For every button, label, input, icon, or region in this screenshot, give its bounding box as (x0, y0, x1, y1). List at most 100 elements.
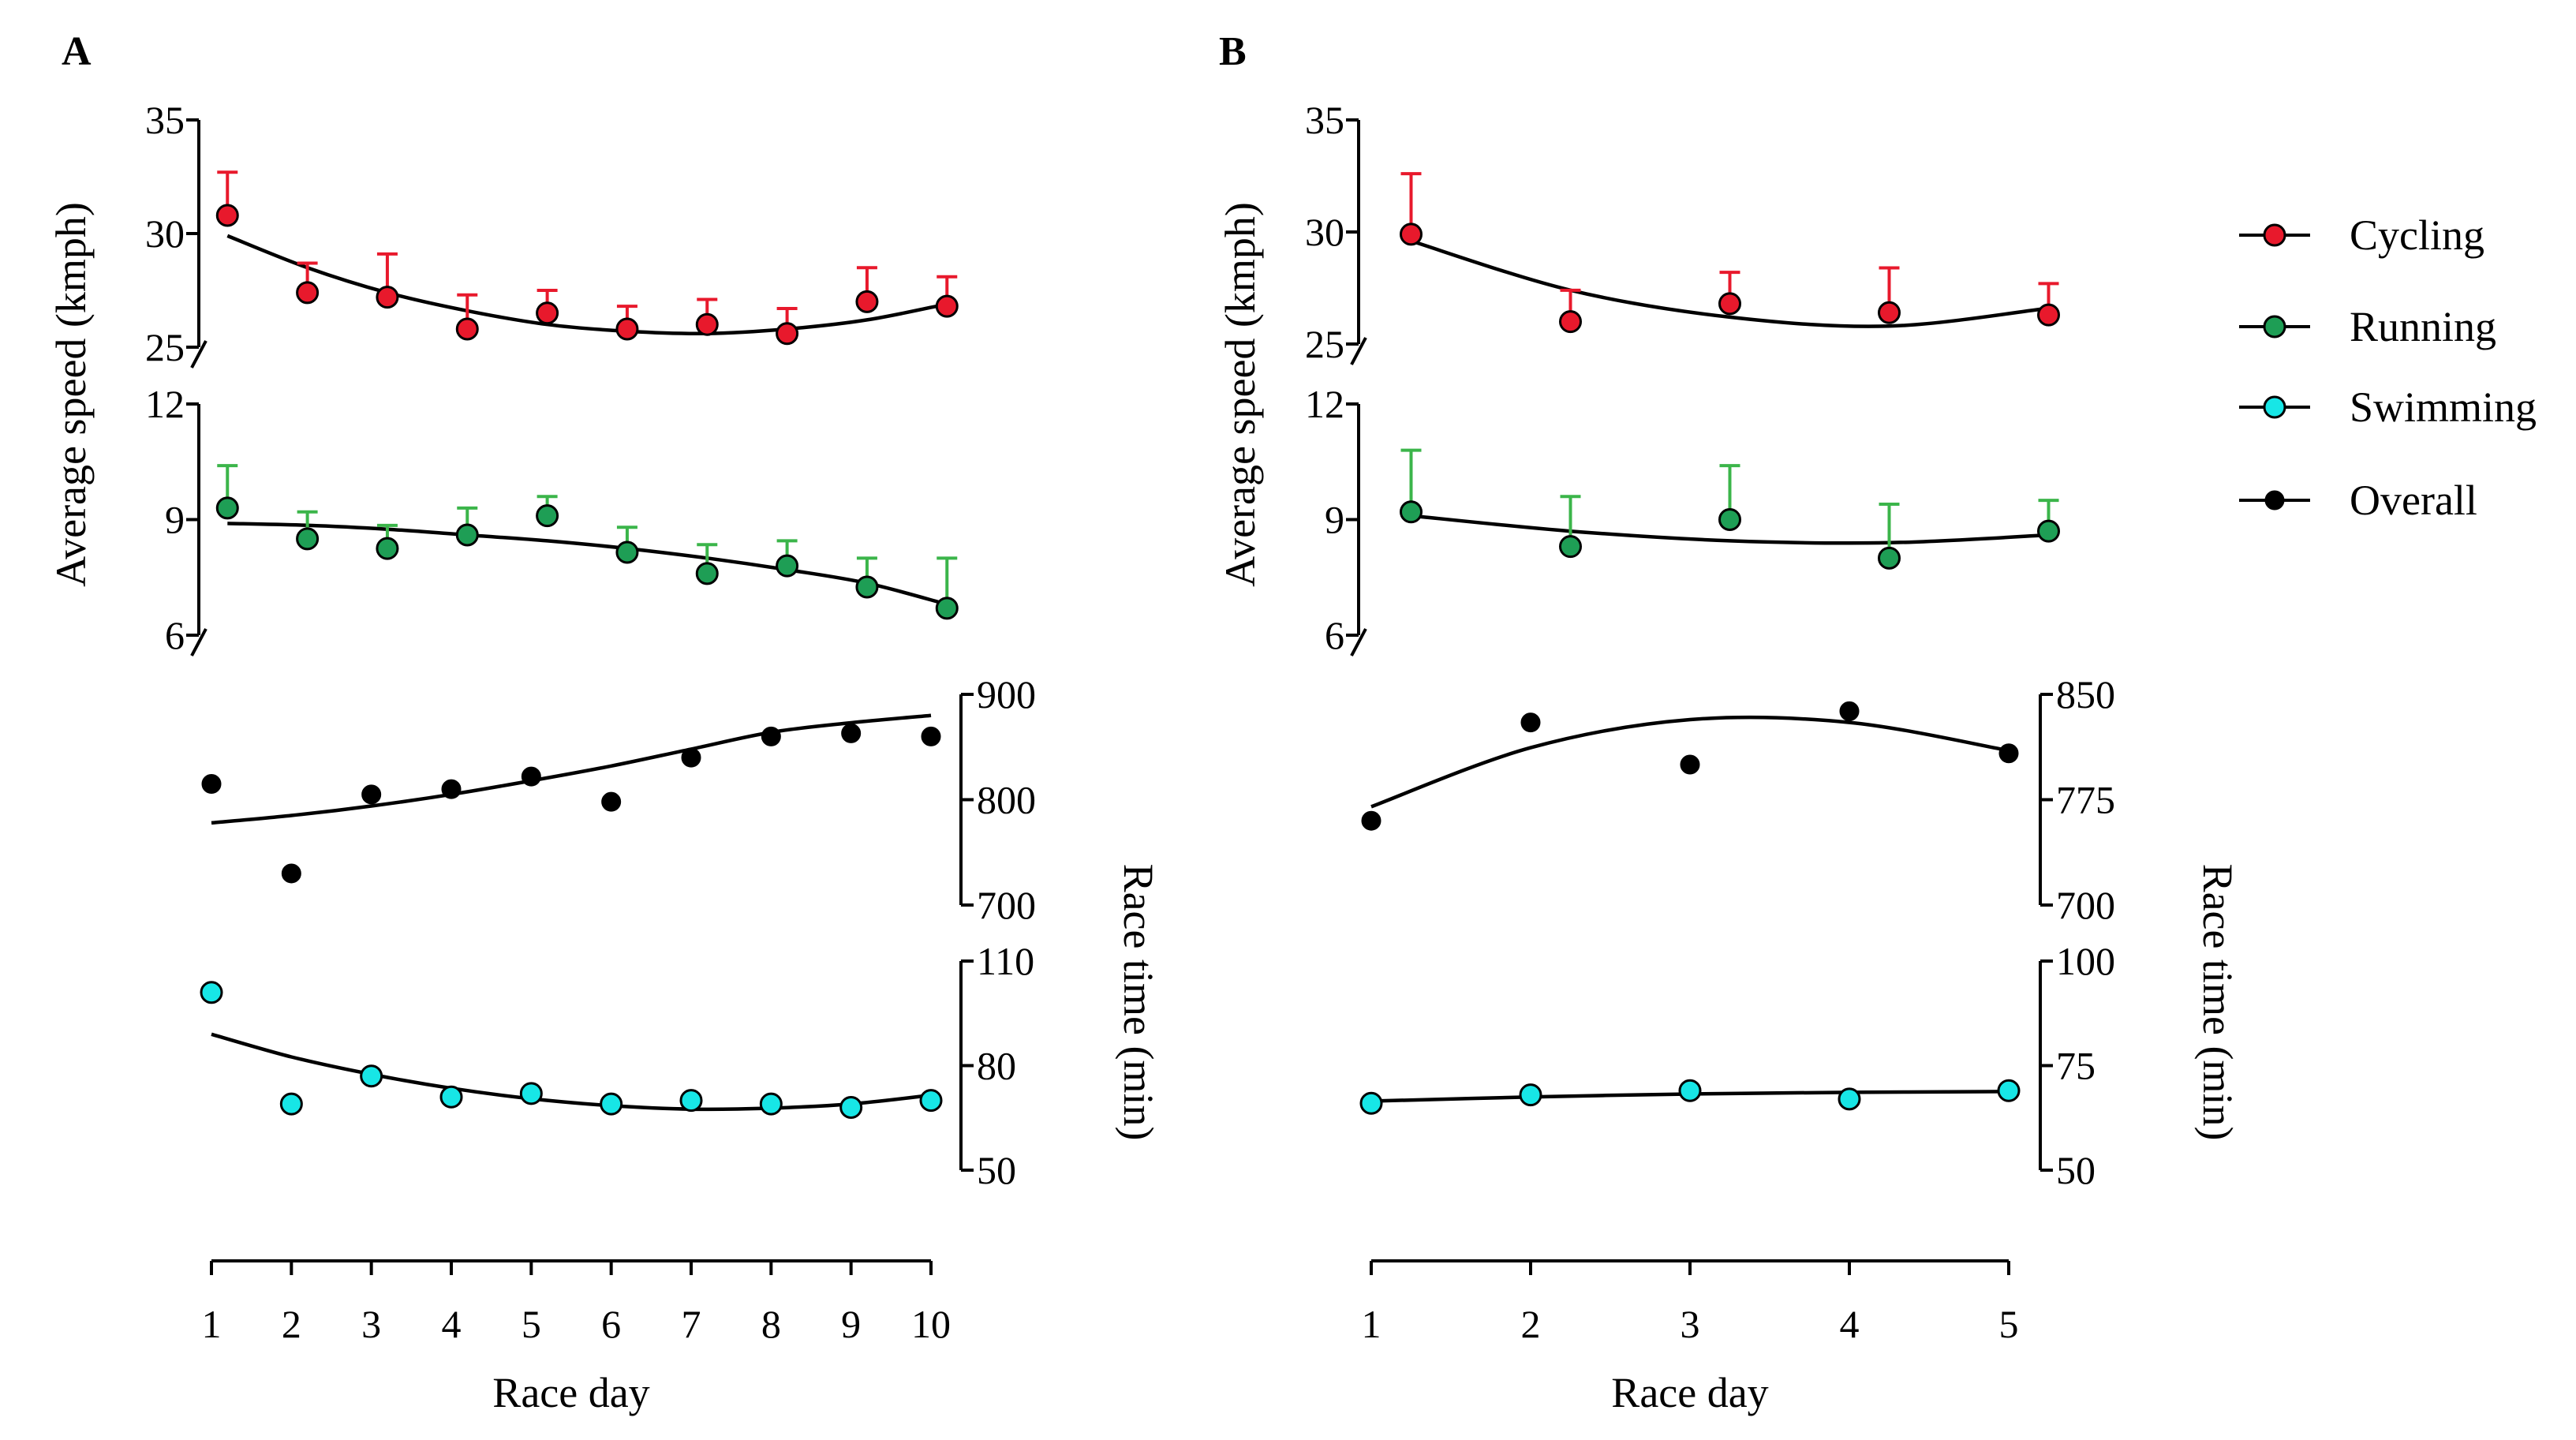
x-tick-label: 6 (601, 1302, 621, 1346)
x-tick-label: 5 (1999, 1302, 2019, 1346)
running-axis-break (190, 628, 208, 656)
left-axis-title: Average speed (kmph) (47, 202, 95, 587)
swimming-point (519, 1082, 543, 1105)
x-tick-label: 5 (522, 1302, 541, 1346)
legend-label: Overall (2350, 477, 2477, 524)
x-tick-label: 2 (1521, 1302, 1541, 1346)
running-point (455, 523, 479, 547)
overall-fit-line (1370, 715, 2010, 809)
cycling-y-tick-label: 35 (145, 98, 185, 142)
cycling-fit-line (1410, 239, 2049, 328)
overall-subplot: 700 800 900 (201, 672, 1036, 927)
swimming-point (1519, 1083, 1542, 1107)
cycling-point (215, 204, 239, 227)
swimming-point (439, 1085, 463, 1109)
running-point (695, 562, 719, 585)
right-axis-title: Race time (min) (1115, 864, 1162, 1141)
running-y-tick-label: 9 (165, 498, 185, 542)
cycling-y-tick-label: 25 (145, 325, 185, 369)
swimming-point (279, 1092, 303, 1116)
overall-point (1361, 810, 1381, 831)
overall-point (601, 791, 622, 812)
running-axis-break (1350, 628, 1367, 656)
running-point (536, 504, 559, 528)
cycling-point (935, 294, 959, 318)
overall-y-tick-label: 850 (2056, 672, 2115, 716)
cycling-point (536, 301, 559, 325)
overall-point (921, 726, 941, 746)
cycling-point (296, 281, 320, 305)
running-y-tick-label: 6 (1325, 613, 1344, 657)
overall-point (1998, 743, 2019, 764)
legend-item-swimming: Swimming (2239, 383, 2537, 431)
overall-point (201, 773, 222, 794)
running-point (1878, 546, 1901, 570)
running-point (1559, 535, 1582, 559)
cycling-subplot: 25 30 35 (145, 98, 959, 369)
cycling-fit-line (226, 234, 948, 336)
overall-y-tick-label: 700 (977, 883, 1036, 927)
cycling-point (695, 312, 719, 336)
running-subplot: 6 9 12 (145, 382, 959, 657)
running-y-tick-label: 6 (165, 613, 185, 657)
x-tick-label: 10 (911, 1302, 951, 1346)
overall-point (841, 723, 862, 743)
running-point (935, 597, 959, 620)
legend: Cycling Running Swimming Overall (2239, 211, 2537, 524)
x-tick-label: 3 (361, 1302, 381, 1346)
running-point (615, 540, 639, 564)
running-point (1400, 500, 1423, 524)
x-tick-label: 7 (682, 1302, 701, 1346)
running-point (215, 496, 239, 520)
running-point (855, 575, 879, 599)
running-point (776, 554, 799, 578)
overall-point (521, 766, 541, 787)
swimming-point (1359, 1091, 1383, 1115)
swimming-point (839, 1096, 863, 1119)
x-tick-label: 2 (282, 1302, 301, 1346)
swimming-y-tick-label: 80 (977, 1044, 1016, 1088)
right-axis-title: Race time (min) (2194, 864, 2241, 1141)
cycling-point (615, 317, 639, 341)
x-axis-title: Race day (1611, 1369, 1768, 1416)
overall-point (1520, 713, 1541, 733)
swimming-y-tick-label: 75 (2056, 1044, 2096, 1088)
x-tick-label: 9 (841, 1302, 861, 1346)
cycling-y-tick-label: 35 (1305, 98, 1344, 142)
swimming-point (1838, 1087, 1861, 1111)
cycling-axis-break (1350, 337, 1367, 365)
overall-fit-line (211, 713, 932, 825)
cycling-point (1400, 223, 1423, 246)
swimming-subplot: 50 75 100 (1359, 939, 2115, 1192)
cycling-subplot: 25 30 35 (1305, 98, 2060, 366)
x-axis-title: Race day (492, 1369, 649, 1416)
legend-marker (2263, 223, 2286, 247)
running-point (2037, 519, 2060, 543)
swimming-point (600, 1092, 623, 1116)
overall-point (1680, 754, 1700, 775)
overall-y-tick-label: 800 (977, 778, 1036, 822)
overall-y-tick-label: 775 (2056, 778, 2115, 822)
swimming-point (360, 1064, 383, 1088)
legend-item-cycling: Cycling (2239, 211, 2484, 259)
cycling-y-tick-label: 30 (1305, 210, 1344, 254)
running-y-tick-label: 12 (1305, 382, 1344, 426)
legend-marker (2263, 395, 2286, 419)
x-tick-label: 4 (1840, 1302, 1860, 1346)
overall-point (761, 726, 781, 746)
swimming-point (679, 1089, 703, 1113)
left-axis-title: Average speed (kmph) (1217, 202, 1264, 587)
swimming-y-tick-label: 50 (977, 1148, 1016, 1192)
swimming-y-tick-label: 50 (2056, 1148, 2096, 1192)
legend-marker (2263, 315, 2286, 338)
legend-marker (2264, 490, 2285, 511)
swimming-fit-line (211, 1032, 932, 1112)
overall-point (361, 784, 382, 805)
cycling-point (376, 286, 399, 309)
swimming-subplot: 50 80 110 (200, 939, 1034, 1192)
legend-label: Swimming (2350, 383, 2537, 431)
overall-point (681, 747, 701, 768)
